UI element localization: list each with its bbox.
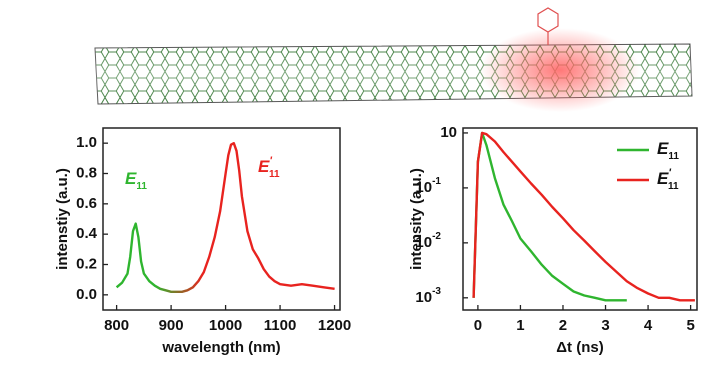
x-tick-label: 1: [516, 317, 524, 334]
y-tick-label: 0.4: [76, 225, 98, 242]
x-tick-label: 2: [559, 317, 567, 334]
y-tick-label: 0.8: [76, 164, 97, 181]
label-main: E: [258, 157, 270, 176]
data-line: [115, 142, 335, 293]
y-tick-label: 10-2: [415, 230, 441, 250]
tick-exponent: -1: [432, 176, 441, 187]
label-main: E: [657, 139, 669, 158]
y-axis-label: intensity (a.u.): [408, 168, 425, 270]
label-sub: 11: [668, 151, 679, 162]
y-tick-label: 0.2: [76, 255, 97, 272]
plot-frame: [102, 127, 341, 311]
x-tick-label: 800: [104, 317, 129, 334]
label-sub: 11: [269, 169, 280, 180]
nanotube-illustration: [94, 7, 693, 112]
label-sub: 11: [136, 181, 147, 192]
tick-base: 10: [415, 179, 432, 196]
legend-label: E11: [657, 139, 679, 161]
tick-base: 10: [415, 234, 432, 251]
x-tick-label: 1200: [318, 317, 351, 334]
annotation: E11: [125, 169, 147, 191]
x-tick-label: 0: [474, 317, 482, 334]
x-tick-label: 3: [601, 317, 609, 334]
y-tick-label: 0.0: [76, 286, 97, 303]
y-tick-label: 0.6: [76, 195, 97, 212]
tick-exponent: -3: [432, 285, 441, 296]
x-tick-label: 1100: [264, 317, 297, 334]
chart: 0.0 0.2 0.4 0.6 0.8 1.0 800 900 1000 1100 1200 wave…: [54, 127, 351, 356]
tick-exponent: -2: [432, 230, 441, 241]
label-prime: ': [668, 167, 671, 179]
x-tick-label: 5: [686, 317, 694, 334]
tick-base: 10: [415, 289, 432, 306]
x-axis-label: Δt (ns): [556, 339, 603, 356]
annotation: E' 11: [258, 155, 280, 180]
label-sub: 11: [668, 181, 679, 192]
data-line: [472, 131, 695, 302]
x-tick-label: 4: [644, 317, 653, 334]
label-prime: ': [269, 155, 272, 167]
y-tick-label: 1.0: [76, 134, 97, 151]
y-tick-label: 10-1: [415, 176, 441, 196]
data-line: [472, 131, 627, 302]
legend-label: E' 11: [657, 167, 679, 192]
y-tick-label: 10-3: [415, 285, 441, 305]
x-tick-label: 1000: [209, 317, 242, 334]
plot-frame: [462, 127, 698, 311]
label-main: E: [125, 169, 137, 188]
x-axis-label: wavelength (nm): [161, 339, 280, 356]
y-axis-label: intenstiy (a.u.): [54, 168, 71, 270]
label-main: E: [657, 169, 669, 188]
x-tick-label: 900: [159, 317, 184, 334]
y-tick-label: 10: [440, 124, 457, 141]
